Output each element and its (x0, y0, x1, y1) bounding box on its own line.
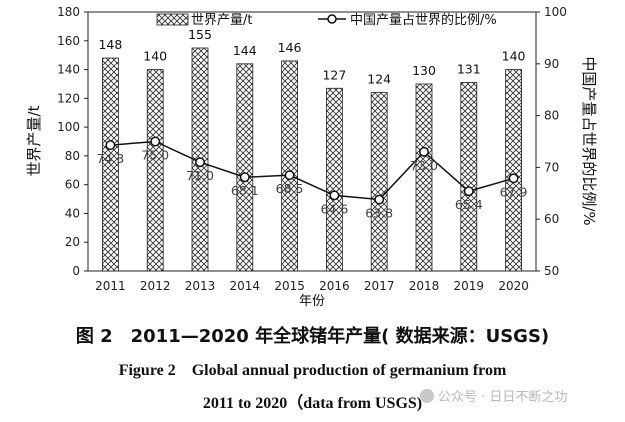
x-tick-label: 2016 (319, 279, 350, 293)
bar (281, 60, 299, 272)
bar-series: 148 140 155 144 146 127 124 130 131 140 (98, 27, 526, 272)
y-left-tick-label: 60 (65, 178, 80, 192)
plot-frame (87, 11, 537, 272)
y-left-tick-label: 160 (57, 34, 80, 48)
bar-value-label: 144 (233, 43, 257, 58)
bar-value-label: 155 (188, 27, 212, 42)
caption-en-line2: 2011 to 2020（data from USGS) (202, 395, 423, 412)
y-left-tick-label: 0 (72, 264, 80, 278)
y-right-tick-label: 60 (544, 212, 559, 226)
y-left-tick-label: 120 (57, 91, 80, 105)
line-point (508, 173, 519, 184)
bar-value-label: 130 (412, 63, 436, 78)
y-axis-right-title: 中国产量占世界的比例/% (580, 56, 598, 225)
wechat-icon (420, 389, 434, 403)
x-tick-label: 2020 (498, 279, 529, 293)
x-tick-label: 2011 (95, 279, 126, 293)
bar-value-label: 140 (143, 49, 167, 64)
x-tick-label: 2019 (454, 279, 485, 293)
y-right-tick-label: 80 (544, 109, 559, 123)
x-tick-label: 2015 (274, 279, 305, 293)
bar-value-label: 131 (457, 62, 481, 77)
line-point (105, 140, 116, 151)
line-point (239, 172, 250, 183)
bar-value-label: 140 (502, 49, 526, 64)
line-path (110, 140, 514, 201)
bar-value-label: 148 (98, 37, 122, 52)
line-value-label: 71.0 (186, 168, 214, 183)
bar-value-label: 146 (278, 40, 302, 55)
line-value-label: 73.0 (410, 158, 438, 173)
bar (415, 83, 433, 272)
y-right-tick-label: 50 (544, 264, 559, 278)
bar (102, 57, 119, 272)
y-left-tick-label: 80 (65, 149, 80, 163)
bar (325, 87, 343, 272)
x-axis-title: 年份 (299, 294, 325, 309)
line-point (329, 190, 340, 201)
x-axis: 2011 2012 2013 2014 2015 2016 2017 2018 2019 2020 (95, 279, 529, 293)
bar (370, 92, 388, 272)
y-left-tick-label: 40 (65, 206, 80, 220)
y-left-tick-label: 180 (57, 5, 80, 19)
legend-line-label: 中国产量占世界的比例/% (350, 12, 497, 28)
bar (146, 69, 164, 272)
watermark-text: 公众号 · 日日不断之功 (438, 390, 568, 405)
y-right-tick-label: 100 (544, 5, 567, 19)
chart-svg: 0 20 40 60 80 100 120 140 160 180 50 60 70 80 90 100 1… (25, 5, 598, 309)
y-axis-left-title: 世界产量/t (25, 105, 43, 176)
x-tick-label: 2017 (364, 279, 395, 293)
bar (236, 63, 254, 272)
caption-zh: 图 2 2011—2020 年全球锗年产量( 数据来源：USGS) (75, 326, 550, 347)
x-tick-label: 2014 (230, 279, 261, 293)
line-value-label: 75.0 (141, 148, 169, 163)
line-value-label: 74.3 (96, 151, 124, 166)
line-value-label: 63.8 (365, 206, 393, 221)
y-axis-right: 50 60 70 80 90 100 (536, 5, 567, 278)
watermark: 公众号 · 日日不断之功 (420, 386, 567, 405)
bar-value-label: 124 (367, 72, 391, 87)
bar (505, 69, 523, 272)
y-axis-left: 0 20 40 60 80 100 120 140 160 180 (57, 5, 88, 278)
line-series: 74.3 75.0 71.0 68.1 68.5 64.6 63.8 73.0 65.4 67.9 (96, 136, 528, 221)
y-left-tick-label: 100 (57, 120, 80, 134)
legend-bar-swatch (156, 13, 189, 26)
x-tick-label: 2012 (140, 279, 171, 293)
line-point (284, 170, 295, 181)
line-point (419, 146, 429, 157)
line-value-label: 68.5 (276, 181, 304, 196)
legend: 世界产量/t 中国产量占世界的比例/% (156, 12, 497, 28)
caption-en-line1: Figure 2 Global annual production of ger… (118, 362, 507, 379)
line-value-label: 68.1 (231, 183, 259, 198)
line-value-label: 67.9 (500, 184, 528, 199)
line-point (374, 194, 385, 205)
y-right-tick-label: 90 (544, 57, 559, 71)
x-tick-label: 2018 (409, 279, 440, 293)
bar-value-label: 127 (322, 67, 346, 82)
x-tick-label: 2013 (185, 279, 216, 293)
line-point (195, 157, 205, 168)
legend-line-marker (327, 14, 337, 24)
line-point (150, 136, 161, 147)
y-right-tick-label: 70 (544, 160, 559, 174)
line-value-label: 65.4 (455, 197, 483, 212)
bar (460, 82, 478, 272)
y-left-tick-label: 140 (57, 63, 80, 77)
line-value-label: 64.6 (320, 201, 348, 216)
y-left-tick-label: 20 (65, 235, 80, 249)
line-point (463, 186, 474, 197)
legend-bar-label: 世界产量/t (191, 13, 252, 28)
